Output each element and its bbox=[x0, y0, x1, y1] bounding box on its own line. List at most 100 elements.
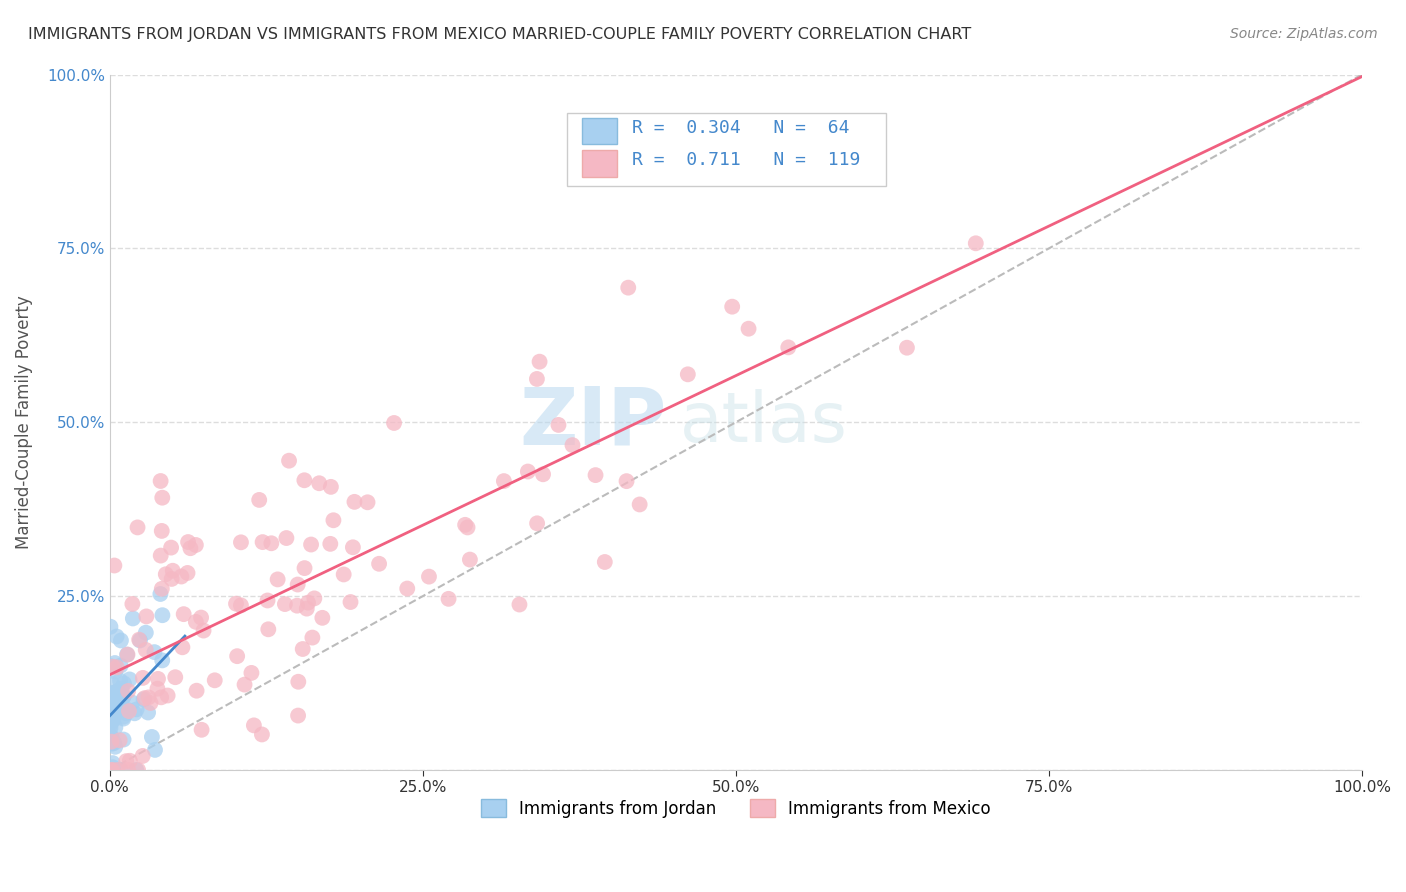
Point bbox=[190, 610, 212, 624]
Point bbox=[150, 690, 173, 705]
Point bbox=[117, 763, 139, 777]
Point bbox=[100, 692, 122, 706]
Point bbox=[165, 670, 187, 684]
Point bbox=[155, 567, 177, 582]
Point bbox=[295, 601, 318, 615]
Point bbox=[676, 368, 699, 382]
Point bbox=[132, 671, 155, 685]
Point bbox=[112, 676, 135, 690]
Point bbox=[138, 690, 160, 705]
Point bbox=[100, 714, 122, 728]
Point bbox=[531, 467, 554, 482]
Text: atlas: atlas bbox=[679, 389, 848, 456]
Point bbox=[110, 658, 132, 673]
Point bbox=[117, 684, 139, 698]
Point bbox=[628, 498, 651, 512]
Point bbox=[150, 491, 173, 505]
Point bbox=[118, 673, 141, 687]
Point bbox=[287, 708, 309, 723]
Point bbox=[342, 541, 364, 555]
Y-axis label: Married-Couple Family Poverty: Married-Couple Family Poverty bbox=[15, 295, 32, 549]
Point bbox=[382, 416, 405, 430]
Text: ZIP: ZIP bbox=[520, 384, 666, 461]
Point bbox=[458, 552, 481, 566]
Point bbox=[100, 659, 122, 673]
Point bbox=[294, 561, 316, 575]
Point bbox=[105, 684, 128, 698]
Point bbox=[304, 591, 326, 606]
Point bbox=[343, 495, 366, 509]
Point bbox=[229, 599, 252, 613]
Point bbox=[101, 763, 124, 777]
Point bbox=[204, 673, 226, 688]
Point bbox=[276, 531, 298, 545]
Bar bbox=[582, 118, 617, 145]
Point bbox=[177, 535, 200, 549]
Point bbox=[100, 763, 122, 777]
Point bbox=[561, 438, 583, 452]
Point bbox=[243, 718, 266, 732]
Point bbox=[124, 706, 146, 721]
Point bbox=[101, 760, 124, 774]
Point bbox=[101, 660, 124, 674]
Point bbox=[117, 703, 139, 717]
Point bbox=[104, 665, 127, 679]
Point bbox=[150, 582, 173, 596]
Bar bbox=[582, 151, 617, 177]
Point bbox=[105, 660, 128, 674]
Point bbox=[437, 591, 460, 606]
Point bbox=[129, 633, 152, 648]
Point bbox=[285, 599, 308, 613]
Point bbox=[332, 567, 354, 582]
Point bbox=[104, 686, 127, 700]
Point bbox=[143, 743, 166, 757]
Point bbox=[107, 763, 129, 777]
Point bbox=[737, 321, 759, 335]
Point bbox=[115, 648, 138, 662]
Point bbox=[110, 763, 132, 777]
Point bbox=[291, 642, 314, 657]
Point bbox=[260, 536, 283, 550]
Point bbox=[108, 733, 131, 747]
Point bbox=[121, 696, 143, 710]
Point bbox=[526, 372, 548, 386]
Point bbox=[162, 564, 184, 578]
Point bbox=[356, 495, 378, 509]
Point bbox=[454, 517, 477, 532]
Point bbox=[111, 681, 134, 696]
Point bbox=[617, 280, 640, 294]
Point bbox=[105, 689, 128, 703]
Point bbox=[101, 737, 124, 751]
Point bbox=[125, 702, 148, 716]
Point bbox=[104, 656, 127, 670]
Point bbox=[117, 648, 139, 662]
Point bbox=[131, 748, 153, 763]
Point bbox=[112, 689, 135, 703]
Point bbox=[135, 625, 157, 640]
Point bbox=[526, 516, 548, 531]
Point bbox=[149, 549, 172, 563]
Point bbox=[297, 596, 319, 610]
Point bbox=[593, 555, 616, 569]
Point bbox=[190, 723, 212, 737]
Point bbox=[173, 607, 195, 622]
Point bbox=[127, 520, 149, 534]
Point bbox=[121, 597, 143, 611]
Point bbox=[778, 340, 800, 354]
Point bbox=[132, 692, 155, 706]
Point bbox=[418, 569, 440, 583]
Point bbox=[247, 492, 270, 507]
Legend: Immigrants from Jordan, Immigrants from Mexico: Immigrants from Jordan, Immigrants from … bbox=[474, 793, 997, 824]
Point bbox=[112, 709, 135, 723]
Point bbox=[292, 473, 315, 487]
Point bbox=[118, 704, 141, 718]
Point bbox=[101, 763, 124, 777]
Point bbox=[112, 690, 135, 704]
Point bbox=[160, 572, 183, 586]
Point bbox=[127, 763, 149, 777]
Point bbox=[226, 649, 249, 664]
Point bbox=[233, 677, 256, 691]
Point bbox=[240, 665, 263, 680]
Point bbox=[965, 236, 987, 251]
Point bbox=[319, 537, 342, 551]
